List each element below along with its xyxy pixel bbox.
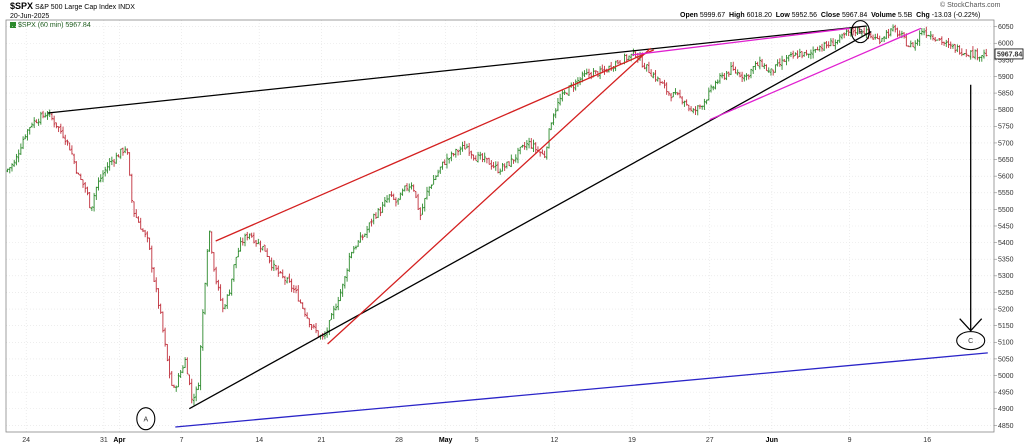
x-tick-label: 27 (706, 437, 714, 444)
y-tick-label: 5050 (998, 356, 1014, 363)
y-tick-label: 5000 (998, 373, 1014, 380)
wave-label: A (143, 416, 148, 423)
wave-label: C (968, 338, 973, 345)
low-value: 5952.56 (791, 12, 818, 19)
high-value: 6018.20 (746, 12, 772, 19)
wave-label-circle (850, 20, 870, 44)
trendline (215, 49, 655, 242)
trendline (631, 27, 850, 56)
open-label: Open (680, 12, 698, 19)
y-tick-label: 5900 (998, 74, 1014, 81)
last-price-label: 5967.84 (997, 52, 1022, 59)
grid-lines (6, 20, 994, 432)
x-tick-label: 14 (255, 437, 263, 444)
y-tick-label: 5250 (998, 290, 1014, 297)
y-tick-label: 5200 (998, 306, 1014, 313)
y-tick-label: 5300 (998, 273, 1014, 280)
trendline (327, 47, 652, 345)
y-tick-label: 4900 (998, 406, 1014, 413)
y-tick-label: 5400 (998, 240, 1014, 247)
y-tick-label: 5750 (998, 124, 1014, 131)
exchange: INDX (118, 4, 135, 11)
y-tick-label: 5500 (998, 207, 1014, 214)
y-tick-label: 5550 (998, 190, 1014, 197)
x-tick-label: 9 (848, 437, 852, 444)
high-label: High (729, 12, 745, 19)
last-price-tag (994, 48, 1024, 60)
trendline (175, 352, 988, 428)
y-tick-label: 5800 (998, 107, 1014, 114)
y-tick-label: 5450 (998, 223, 1014, 230)
symbol-title: $SPX S&P 500 Large Cap Index INDX (10, 1, 135, 12)
y-tick-label: 4850 (998, 423, 1014, 430)
x-tick-label: 28 (395, 437, 403, 444)
ohlc-readout: Open 5999.67 High 6018.20 Low 5952.56 Cl… (680, 12, 980, 19)
y-tick-label: 5700 (998, 140, 1014, 147)
close-value: 5967.84 (841, 12, 868, 19)
legend-entry: $SPX (60 min) 5967.84 (10, 22, 91, 29)
plot-frame (5, 19, 995, 433)
index-name: S&P 500 Large Cap Index (34, 4, 117, 11)
candlesticks (6, 24, 988, 406)
y-tick-label: 4950 (998, 390, 1014, 397)
projection-arrow-head (959, 318, 983, 332)
chg-label: Chg (916, 12, 930, 19)
volume-value: 5.5B (897, 12, 913, 19)
symbol: $SPX (10, 1, 34, 11)
close-label: Close (820, 12, 840, 19)
y-tick-label: 6000 (998, 41, 1014, 48)
y-tick-label: 5950 (998, 57, 1014, 64)
x-tick-label: May (439, 437, 453, 444)
x-tick-label: 31 (100, 437, 108, 444)
x-tick-label: 12 (550, 437, 558, 444)
x-tick-label: 5 (475, 437, 479, 444)
wave-label-circle (136, 407, 156, 431)
wave-label-circle (956, 331, 986, 351)
legend-swatch (10, 22, 16, 29)
x-tick-label: 7 (180, 437, 184, 444)
y-tick-label: 5650 (998, 157, 1014, 164)
chart-date: 20-Jun-2025 (10, 13, 50, 20)
open-value: 5999.67 (699, 12, 726, 19)
y-tick-label: 6050 (998, 24, 1014, 31)
x-tick-label: 19 (628, 437, 636, 444)
y-tick-label: 5100 (998, 340, 1014, 347)
y-tick-label: 5150 (998, 323, 1014, 330)
trendline (188, 31, 872, 410)
wave-label: B (858, 29, 863, 36)
x-axis: 24 31 Apr 7 14 21 28 May 5 12 19 27 Jun 9 16 (22, 437, 931, 444)
legend-text: $SPX (60 min) 5967.84 (17, 22, 91, 29)
x-tick-label: Jun (766, 437, 778, 444)
chg-value: -13.03 (-0.22%) (931, 12, 981, 19)
wave-labels: A B C (136, 20, 986, 431)
y-tick-label: 5600 (998, 174, 1014, 181)
low-label: Low (775, 12, 790, 19)
y-tick-label: 5350 (998, 257, 1014, 264)
x-tick-label: 16 (923, 437, 931, 444)
x-tick-label: 24 (22, 437, 30, 444)
stockcharts-brand: © StockCharts.com (940, 2, 1001, 9)
trendline (47, 25, 867, 114)
x-tick-label: 21 (317, 437, 325, 444)
x-tick-label: Apr (113, 437, 125, 444)
trendlines (47, 25, 988, 428)
y-axis: 4850 4900 4950 5000 5050 5100 5150 5200 5250 5300… (994, 24, 1024, 430)
volume-label: Volume (871, 12, 896, 19)
trendline (709, 27, 922, 121)
y-tick-label: 5850 (998, 90, 1014, 97)
